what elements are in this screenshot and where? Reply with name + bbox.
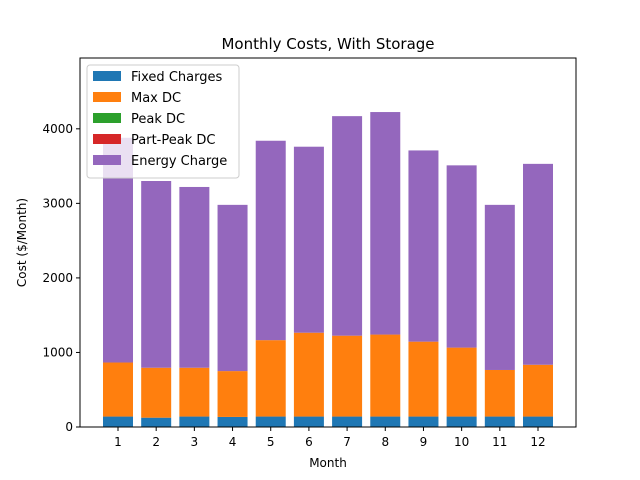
bar-fixed-charges-month-9: [408, 416, 439, 427]
x-tick-label-4: 4: [229, 435, 237, 449]
y-tick-label-1000: 1000: [42, 345, 73, 359]
bar-energy-charge-month-5: [255, 140, 286, 341]
x-tick-label-1: 1: [114, 435, 122, 449]
legend-swatch-fixed-charges: [93, 71, 121, 81]
bar-max-dc-month-11: [484, 369, 515, 417]
bar-energy-charge-month-3: [179, 186, 210, 368]
legend-swatch-peak-dc: [93, 113, 121, 123]
legend-swatch-part-peak-dc: [93, 134, 121, 144]
legend-swatch-max-dc: [93, 92, 121, 102]
plot-frame: [79, 57, 577, 428]
bar-fixed-charges-month-11: [484, 416, 515, 427]
bar-max-dc-month-7: [332, 335, 363, 417]
legend: Fixed Charges Max DC Peak DC Part-Peak DC En…: [86, 64, 240, 179]
x-tick-label-8: 8: [381, 435, 389, 449]
bar-fixed-charges-month-1: [103, 416, 133, 427]
legend-box: [86, 64, 240, 179]
bar-energy-charge-month-9: [408, 150, 439, 342]
bar-max-dc-month-8: [370, 334, 401, 417]
bar-fixed-charges-month-2: [141, 417, 172, 427]
y-tick-label-4000: 4000: [42, 122, 73, 136]
legend-label-part-peak-dc: Part-Peak DC: [131, 133, 215, 148]
legend-label-max-dc: Max DC: [131, 91, 181, 106]
bar-energy-charge-month-4: [217, 204, 248, 372]
bar-max-dc-month-3: [179, 367, 210, 417]
x-tick-label-6: 6: [305, 435, 313, 449]
bar-energy-charge-month-7: [332, 116, 363, 336]
bar-max-dc-month-6: [293, 332, 324, 417]
bar-max-dc-month-10: [446, 347, 477, 417]
bar-energy-charge-month-12: [523, 163, 553, 365]
legend-label-peak-dc: Peak DC: [131, 112, 185, 127]
bar-fixed-charges-month-4: [217, 416, 248, 427]
bar-energy-charge-month-6: [293, 146, 324, 333]
x-tick-label-10: 10: [454, 435, 469, 449]
y-axis-label: Cost ($/Month): [15, 198, 29, 287]
x-tick-label-2: 2: [152, 435, 160, 449]
bar-fixed-charges-month-8: [370, 416, 401, 427]
y-axis: 0 1000 2000 3000 4000: [42, 122, 80, 434]
bar-fixed-charges-month-10: [446, 416, 477, 427]
x-tick-label-5: 5: [267, 435, 275, 449]
bar-fixed-charges-month-3: [179, 416, 210, 427]
legend-label-fixed-charges: Fixed Charges: [131, 70, 222, 85]
bar-energy-charge-month-10: [446, 165, 477, 348]
bar-fixed-charges-month-12: [523, 416, 553, 427]
x-tick-label-7: 7: [343, 435, 351, 449]
y-tick-label-2000: 2000: [42, 271, 73, 285]
bar-energy-charge-month-2: [141, 181, 172, 368]
bar-stacks: [103, 112, 553, 427]
chart-title: Monthly Costs, With Storage: [221, 35, 434, 53]
y-tick-label-3000: 3000: [42, 196, 73, 210]
x-tick-label-12: 12: [530, 435, 545, 449]
bar-max-dc-month-12: [523, 364, 553, 417]
y-tick-label-0: 0: [65, 420, 73, 434]
x-axis: 1 2 3 4 5 6 7 8 9 10 11 12: [114, 427, 546, 449]
bar-fixed-charges-month-7: [332, 416, 363, 427]
x-tick-label-11: 11: [492, 435, 507, 449]
x-tick-label-3: 3: [191, 435, 199, 449]
bar-fixed-charges-month-6: [293, 416, 324, 427]
bar-max-dc-month-9: [408, 341, 439, 417]
bar-max-dc-month-2: [141, 367, 172, 418]
bar-energy-charge-month-8: [370, 112, 401, 335]
bar-max-dc-month-5: [255, 340, 286, 417]
legend-label-energy-charge: Energy Charge: [131, 154, 227, 169]
x-tick-label-9: 9: [420, 435, 428, 449]
x-axis-label: Month: [309, 456, 347, 470]
legend-swatch-energy-charge: [93, 155, 121, 165]
bar-max-dc-month-1: [103, 362, 133, 417]
bar-max-dc-month-4: [217, 371, 248, 417]
bar-fixed-charges-month-5: [255, 416, 286, 427]
bar-energy-charge-month-11: [484, 204, 515, 370]
